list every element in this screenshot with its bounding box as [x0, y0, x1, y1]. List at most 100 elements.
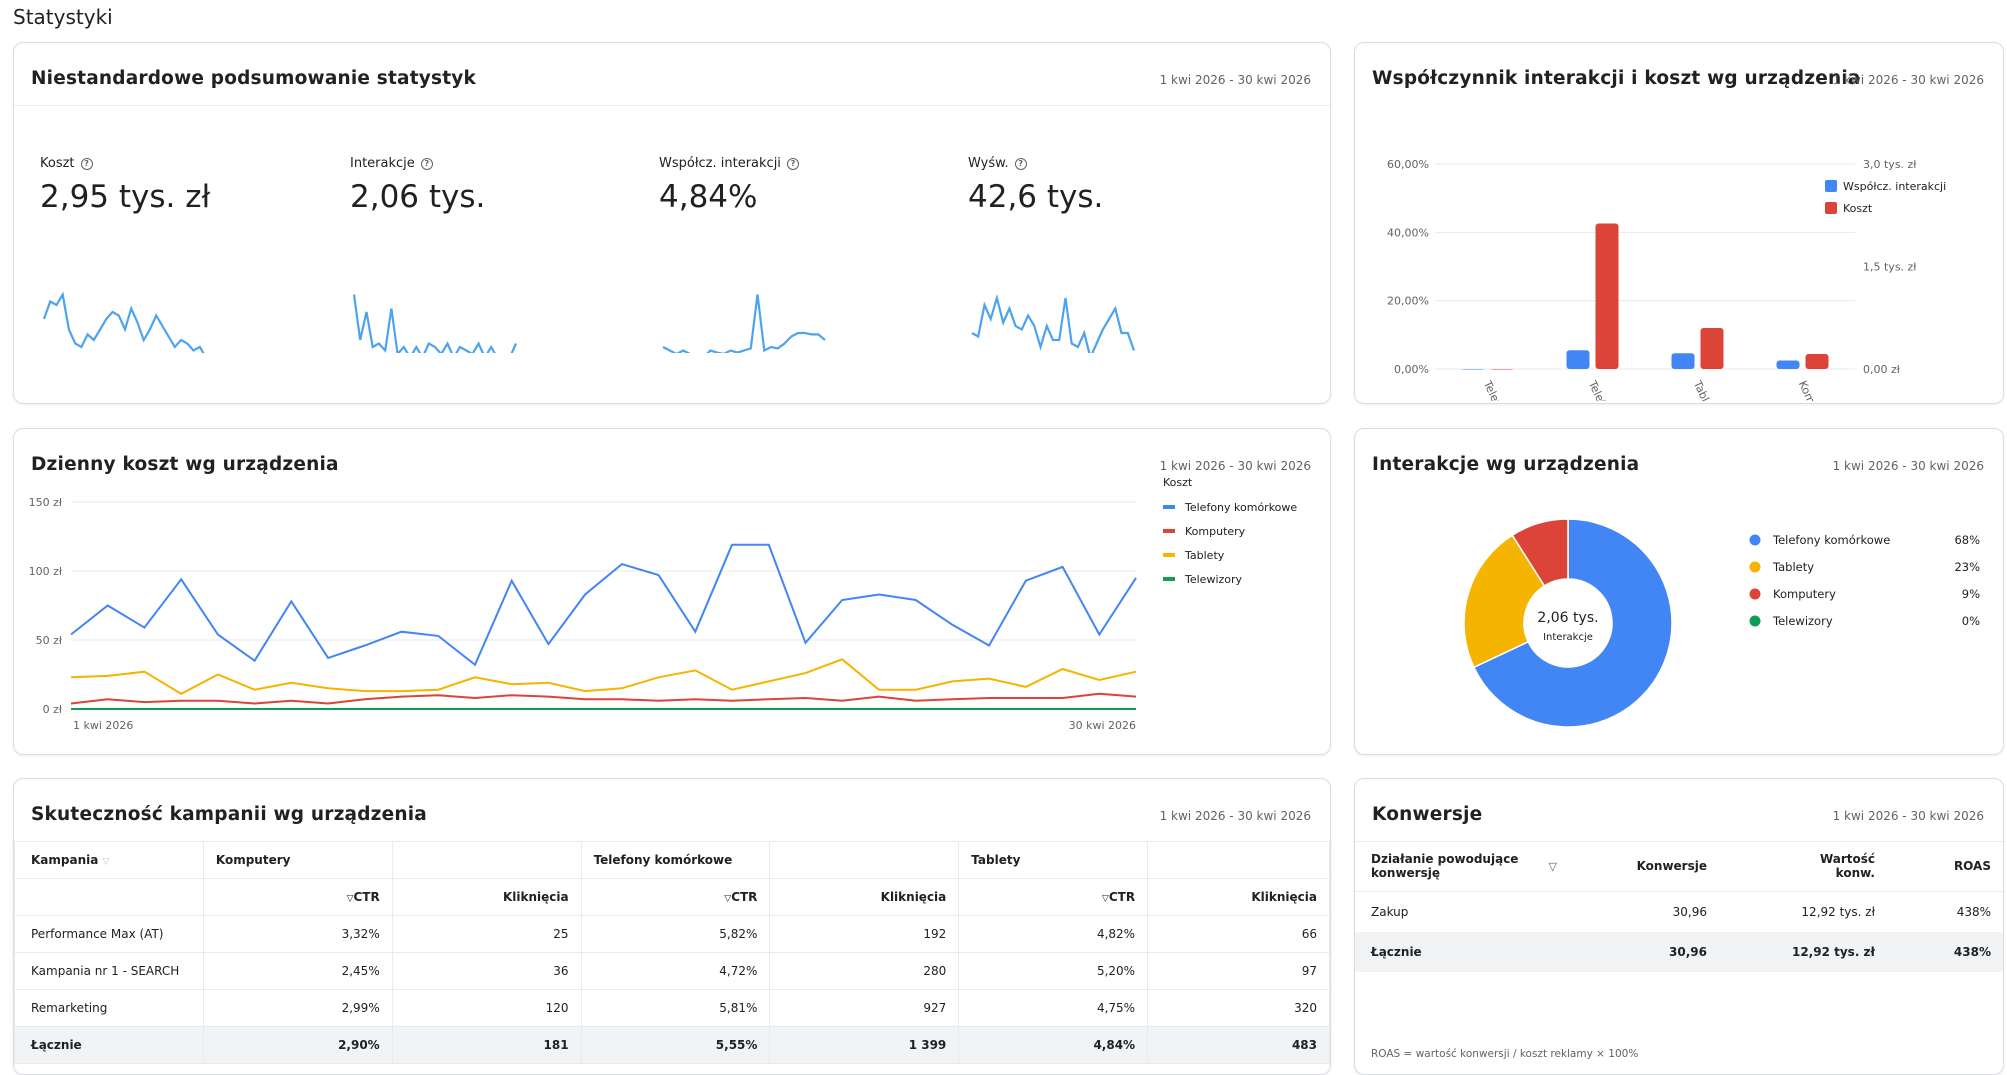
conversions-date: 1 kwi 2026 - 30 kwi 2026 [1832, 809, 1984, 823]
metric-cost[interactable]: Koszt? 2,95 tys. zł [40, 156, 210, 215]
column-header-clicks[interactable]: Kliknięcia [391, 878, 582, 916]
legend-label[interactable]: Komputery [1773, 587, 1836, 601]
legend-label[interactable]: Telewizory [1772, 614, 1833, 628]
column-header-value[interactable]: Wartość konw. [1719, 841, 1887, 892]
legend-swatch [1825, 180, 1837, 192]
line-series[interactable] [70, 658, 1137, 695]
table-cell: 4,75% [958, 989, 1149, 1027]
divider [14, 105, 1330, 106]
table-total-row: Łącznie 30,96 12,92 tys. zł 438% [1355, 932, 2003, 972]
donut-center-value: 2,06 tys. [1537, 610, 1598, 626]
help-icon[interactable]: ? [80, 157, 93, 170]
legend-value: 23% [1954, 560, 1980, 574]
table-cell: 97 [1147, 952, 1330, 990]
table-row[interactable]: Performance Max (AT) 3,32% 25 5,82% 192 … [14, 915, 1330, 953]
total-label: Łącznie [1355, 932, 1569, 972]
legend-value: 68% [1954, 533, 1980, 547]
metric-value: 42,6 tys. [968, 179, 1104, 215]
help-icon[interactable]: ? [786, 157, 799, 170]
metric-label: Koszt [40, 156, 75, 171]
left-axis-tick: 40,00% [1387, 226, 1429, 239]
donut-slice[interactable] [1511, 518, 1569, 587]
roas-note: ROAS = wartość konwersji / koszt reklamy… [1371, 1048, 1639, 1060]
help-icon[interactable]: ? [1014, 157, 1027, 170]
legend-label[interactable]: Komputery [1185, 525, 1246, 538]
column-header-device: Telefony komórkowe [580, 841, 771, 879]
legend-swatch [1163, 553, 1175, 557]
right-axis-tick: 0,00 zł [1863, 363, 1901, 376]
campaigns-title: Skuteczność kampanii wg urządzenia [31, 804, 427, 825]
sort-down-icon: ▽ [1101, 894, 1109, 904]
table-cell: 927 [769, 989, 960, 1027]
legend-label[interactable]: Telefony komórkowe [1184, 501, 1297, 514]
legend-swatch [1749, 615, 1761, 627]
column-header-campaign[interactable]: Kampania ▽ [14, 841, 204, 879]
legend-title: Koszt [1163, 476, 1193, 489]
table-cell: 4,84% [958, 1026, 1149, 1064]
metric-interaction-rate[interactable]: Współcz. interakcji? 4,84% [659, 156, 799, 215]
donut-slice[interactable] [1463, 534, 1546, 669]
bar-interaction-rate[interactable] [1776, 360, 1800, 369]
conversions-table: Działanie powodujące konwersję ▽ Konwersj… [1355, 841, 2003, 972]
conversions-card: Konwersje 1 kwi 2026 - 30 kwi 2026 Dział… [1354, 778, 2004, 1075]
left-axis-tick: 20,00% [1387, 295, 1429, 308]
bar-interaction-rate[interactable] [1566, 350, 1590, 369]
header-label: Działanie powodujące [1371, 852, 1519, 866]
table-cell: 2,90% [202, 1026, 393, 1064]
bar-interaction-rate[interactable] [1671, 353, 1695, 369]
table-subheader-row: ▽CTR Kliknięcia ▽CTR Kliknięcia ▽CTR Kli… [14, 878, 1330, 916]
legend-value: 9% [1962, 587, 1980, 601]
column-header-clicks[interactable]: Kliknięcia [769, 878, 960, 916]
column-header-conversions[interactable]: Konwersje [1569, 841, 1719, 892]
conversion-action[interactable]: Zakup [1371, 905, 1409, 919]
column-header-ctr[interactable]: ▽CTR [958, 878, 1149, 916]
device-interaction-date: 1 kwi 2026 - 30 kwi 2026 [1832, 73, 1984, 87]
table-header-row: Działanie powodujące konwersję ▽ Konwersj… [1355, 841, 2003, 892]
left-axis-tick: 60,00% [1387, 158, 1429, 171]
interactions-donut-chart: 2,06 tys. Interakcje Telefony komórkowe 68%… [1463, 518, 1980, 728]
metric-label: Współcz. interakcji [659, 156, 781, 171]
metric-interactions[interactable]: Interakcje? 2,06 tys. [350, 156, 485, 215]
line-series[interactable] [70, 543, 1137, 667]
y-axis-tick: 100 zł [29, 565, 63, 578]
column-header-device: Komputery [202, 841, 393, 879]
column-header-roas[interactable]: ROAS [1887, 841, 2003, 892]
table-cell: 66 [1147, 915, 1330, 953]
page-title: Statystyki [13, 5, 113, 29]
help-icon[interactable]: ? [420, 157, 433, 170]
table-cell: 12,92 tys. zł [1719, 932, 1887, 972]
bar-cost[interactable] [1805, 353, 1829, 369]
table-row[interactable]: Remarketing 2,99% 120 5,81% 927 4,75% 32… [14, 989, 1330, 1027]
column-header-clicks[interactable]: Kliknięcia [1147, 878, 1330, 916]
bar-interaction-rate[interactable] [1461, 369, 1485, 370]
legend-label[interactable]: Tablety [1772, 560, 1814, 574]
column-header-ctr[interactable]: ▽CTR [202, 878, 393, 916]
legend-label[interactable]: Telefony komórkowe [1772, 533, 1890, 547]
line-series[interactable] [70, 692, 1137, 705]
donut-center-label: Interakcje [1543, 632, 1593, 643]
campaign-name[interactable]: Performance Max (AT) [14, 915, 204, 953]
campaign-name[interactable]: Remarketing [14, 989, 204, 1027]
column-header-ctr[interactable]: ▽CTR [580, 878, 771, 916]
table-cell: 5,20% [958, 952, 1149, 990]
bar-cost[interactable] [1490, 369, 1514, 370]
interaction-rate-sparkline [662, 294, 826, 353]
metric-value: 4,84% [659, 179, 758, 215]
table-row[interactable]: Kampania nr 1 - SEARCH 2,45% 36 4,72% 28… [14, 952, 1330, 990]
column-header-action[interactable]: Działanie powodujące konwersję ▽ [1355, 841, 1569, 892]
bar-cost[interactable] [1595, 223, 1619, 369]
header-spacer [14, 878, 204, 916]
sort-icon[interactable]: ▽ [1548, 859, 1557, 873]
device-interaction-card: Współczynnik interakcji i koszt wg urząd… [1354, 42, 2004, 404]
table-cell: 438% [1887, 932, 2003, 972]
table-cell: 36 [391, 952, 582, 990]
table-cell: 25 [391, 915, 582, 953]
sort-icon[interactable]: ▽ [102, 857, 110, 867]
donut-slice[interactable] [1472, 518, 1673, 728]
bar-cost[interactable] [1700, 328, 1724, 369]
campaign-name[interactable]: Kampania nr 1 - SEARCH [14, 952, 204, 990]
legend-label[interactable]: Telewizory [1184, 573, 1243, 586]
legend-label[interactable]: Tablety [1184, 549, 1225, 562]
metric-impressions[interactable]: Wyśw.? 42,6 tys. [968, 156, 1103, 215]
table-row[interactable]: Zakup 30,96 12,92 tys. zł 438% [1355, 892, 2003, 933]
